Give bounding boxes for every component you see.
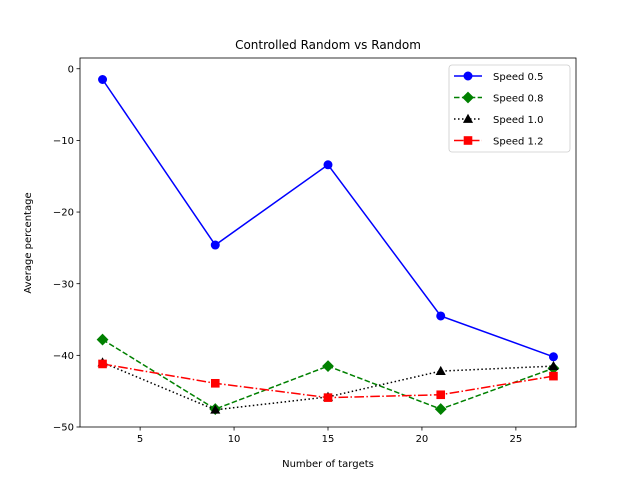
x-tick-label: 10 <box>228 434 241 445</box>
legend-label-4: Speed 1.2 <box>493 137 543 148</box>
y-tick-label: −50 <box>53 423 74 434</box>
data-point-s1-5 <box>548 352 558 362</box>
x-tick-label: 5 <box>137 434 143 445</box>
y-tick-label: −10 <box>53 136 74 147</box>
data-point-s4-4 <box>436 390 446 400</box>
y-tick-label: −40 <box>53 351 74 362</box>
legend-marker-3 <box>462 113 474 123</box>
data-point-s1-4 <box>436 311 446 321</box>
data-point-s2-3 <box>322 360 334 373</box>
x-axis-label: Number of targets <box>282 459 374 470</box>
data-point-s1-2 <box>210 240 220 250</box>
data-point-s4-3 <box>323 393 333 402</box>
legend: Speed 0.5 Speed 0.8 Speed 1.0 Speed 1.2 <box>448 64 571 153</box>
legend-marker-4 <box>463 136 473 145</box>
x-tick-label: 25 <box>510 434 523 445</box>
data-point-s2-1 <box>96 333 109 346</box>
y-axis-label: Average percentage <box>23 192 34 293</box>
plot-area: 5 10 15 20 25 0 −10 −20 −30 −40 −50 <box>53 57 577 445</box>
legend-box <box>448 64 571 153</box>
legend-marker-1 <box>463 71 473 81</box>
data-point-s4-5 <box>549 371 558 381</box>
x-tick-label: 20 <box>416 434 429 445</box>
chart-title: Controlled Random vs Random <box>235 38 421 52</box>
legend-label-1: Speed 0.5 <box>493 72 543 83</box>
data-point-s4-1 <box>98 359 107 369</box>
data-point-s2-4 <box>434 403 447 415</box>
series-line-3 <box>102 361 554 411</box>
data-point-s1-3 <box>323 160 333 170</box>
data-point-s3-5 <box>548 360 559 370</box>
legend-marker-2 <box>462 91 474 104</box>
y-tick-label: −20 <box>53 208 74 219</box>
legend-label-3: Speed 1.0 <box>493 115 543 126</box>
x-tick-label: 15 <box>322 434 335 445</box>
data-point-s1-1 <box>98 74 108 84</box>
data-point-s3-2 <box>210 404 221 414</box>
legend-label-2: Speed 0.8 <box>493 94 543 105</box>
y-tick-label: −30 <box>53 279 74 290</box>
data-point-s4-2 <box>210 378 220 388</box>
y-tick-label: 0 <box>68 64 74 75</box>
data-point-s3-4 <box>435 365 446 375</box>
